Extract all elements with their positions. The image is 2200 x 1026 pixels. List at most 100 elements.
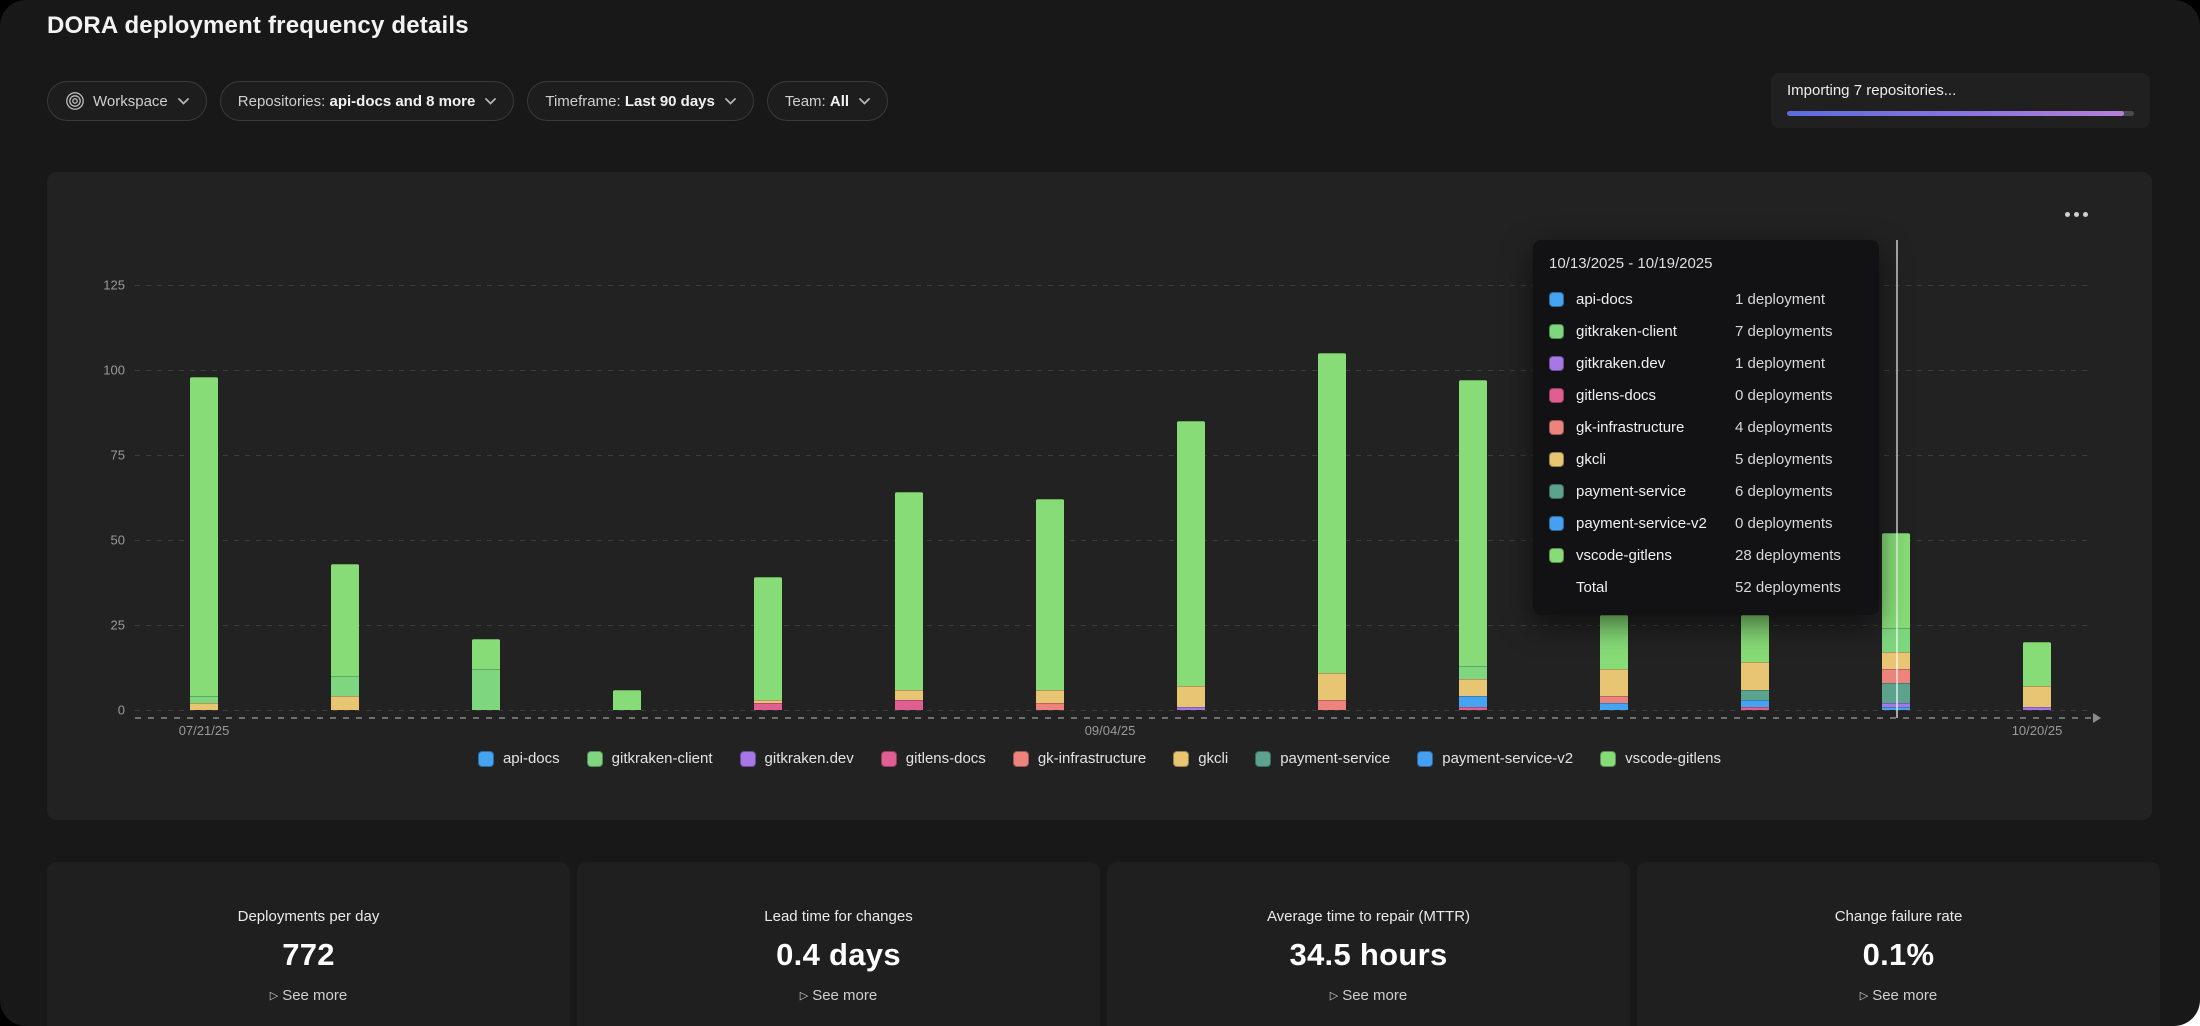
tooltip-repo-value: 1 deployment [1735,290,1826,308]
chart-legend: api-docs gitkraken-client gitkraken.dev git… [47,750,2152,767]
legend-item-gitlens-docs[interactable]: gitlens-docs [880,750,986,767]
tooltip-row-api-docs: api-docs 1 deployment [1549,283,1863,315]
metric-value: 0.1% [1862,937,1935,972]
stacked-bar-week-09/15/25[interactable] [1318,353,1346,710]
x-axis-label-10/20/25: 10/20/25 [2011,723,2063,738]
legend-item-gitkraken-client[interactable]: gitkraken-client [586,750,713,767]
see-more-link[interactable]: ▷ See more [1329,987,1408,1004]
legend-item-vscode-gitlens[interactable]: vscode-gitlens [1600,750,1721,767]
legend-label: gk-infrastructure [1037,750,1147,767]
chevron-down-icon [485,97,497,105]
stacked-bar-week-09/01/25[interactable] [1036,499,1064,710]
bar-segment-gitlens-docs [1741,706,1769,710]
tooltip-repo-value: 6 deployments [1735,482,1833,500]
tooltip-repo-name: payment-service [1576,482,1687,500]
filter-chip-workspace[interactable]: Workspace [47,81,207,121]
legend-label: payment-service-v2 [1442,750,1574,767]
import-status-card: Importing 7 repositories... [1771,73,2150,128]
bar-segment-gitkraken.dev [2023,706,2051,710]
stacked-bar-week-08/11/25[interactable] [613,689,641,710]
bar-segment-gkcli [190,703,218,710]
legend-item-api-docs[interactable]: api-docs [477,750,560,767]
bar-segment-gkcli [1036,689,1064,704]
stacked-bar-week-09/29/25[interactable] [1600,614,1628,710]
see-more-link[interactable]: ▷ See more [799,987,878,1004]
bar-segment-vscode-gitlens [2023,642,2051,687]
metric-card-lead-time: Lead time for changes 0.4 days ▷ See more [577,862,1100,1026]
triangle-right-icon: ▷ [1859,990,1869,1002]
legend-item-payment-service-v2[interactable]: payment-service-v2 [1417,750,1573,767]
y-axis-label-125: 125 [103,277,125,293]
tooltip-row-payment-service: payment-service 6 deployments [1549,475,1863,507]
legend-swatch-icon [586,750,603,767]
tooltip-repo-value: 0 deployments [1735,386,1833,404]
stacked-bar-week-09/08/25[interactable] [1177,421,1205,710]
legend-item-gitkraken.dev[interactable]: gitkraken.dev [739,750,854,767]
legend-swatch-icon [1255,750,1272,767]
tooltip-repo-name: gk-infrastructure [1576,418,1685,436]
filter-chip-timeframe[interactable]: Timeframe: Last 90 days [527,81,754,121]
legend-swatch-icon [477,750,494,767]
filter-chip-team[interactable]: Team: All [766,81,889,121]
bar-segment-api-docs [1741,699,1769,707]
filter-chip-label: Team: All [784,92,850,110]
see-more-link[interactable]: ▷ See more [269,987,348,1004]
bar-segment-gkcli [1318,672,1346,700]
stacked-bar-week-07/28/25[interactable] [331,563,359,710]
stacked-bar-week-10/20/25[interactable] [2023,642,2051,710]
bar-segment-gitkraken-client [190,696,218,704]
stacked-bar-week-08/18/25[interactable] [754,577,782,710]
y-axis-label-25: 25 [110,617,125,633]
triangle-right-icon: ▷ [269,990,279,1002]
tooltip-repo-value: 7 deployments [1735,322,1833,340]
legend-item-gkcli[interactable]: gkcli [1173,750,1228,767]
bar-segment-gkcli [895,689,923,700]
legend-item-payment-service[interactable]: payment-service [1255,750,1390,767]
tooltip-date-range: 10/13/2025 - 10/19/2025 [1549,255,1713,272]
bar-segment-gitlens-docs [895,699,923,710]
legend-item-gk-infrastructure[interactable]: gk-infrastructure [1012,750,1147,767]
tooltip-swatch-icon [1549,483,1564,499]
stacked-bar-week-09/22/25[interactable] [1459,380,1487,710]
tooltip-swatch-icon [1549,355,1564,371]
filter-chip-repositories[interactable]: Repositories: api-docs and 8 more [219,81,515,121]
dora-metrics-row: Deployments per day 772 ▷ See more Lead time… [47,862,2160,1026]
see-more-link[interactable]: ▷ See more [1859,987,1938,1004]
legend-label: gitkraken-client [611,750,713,767]
bar-segment-vscode-gitlens [1741,614,1769,663]
stacked-bar-week-10/06/25[interactable] [1741,614,1769,710]
chart-more-options-button[interactable] [2059,206,2094,223]
import-status-text: Importing 7 repositories... [1787,82,1957,99]
gridline-y-125 [135,285,2092,286]
legend-label: api-docs [502,750,560,767]
tooltip-repo-name: vscode-gitlens [1576,546,1672,564]
bar-segment-api-docs [1600,703,1628,710]
bar-segment-gitkraken-client [472,669,500,710]
chevron-down-icon [859,97,870,105]
bar-segment-vscode-gitlens [190,376,218,697]
import-progress-fill [1787,111,2124,116]
x-axis-line [135,717,2092,719]
legend-swatch-icon [1012,750,1029,767]
bar-segment-vscode-gitlens [1459,380,1487,666]
y-axis-label-0: 0 [117,702,125,718]
tooltip-repo-value: 1 deployment [1735,354,1826,372]
chart-tooltip: 10/13/2025 - 10/19/2025 api-docs 1 deploy… [1533,240,1879,615]
tooltip-swatch-icon [1549,291,1564,307]
triangle-right-icon: ▷ [1329,990,1339,1002]
bar-segment-vscode-gitlens [1318,353,1346,673]
stacked-bar-week-08/25/25[interactable] [895,492,923,710]
metric-title: Change failure rate [1834,908,1963,925]
bar-segment-vscode-gitlens [754,577,782,700]
bar-segment-gk-infrastructure [1318,699,1346,710]
metric-title: Deployments per day [237,908,380,925]
legend-swatch-icon [739,750,756,767]
chevron-down-icon [724,97,736,105]
stacked-bar-week-08/04/25[interactable] [472,638,500,710]
tooltip-swatch-icon [1549,323,1564,339]
tooltip-row-payment-service-v2: payment-service-v2 0 deployments [1549,507,1863,539]
bar-segment-vscode-gitlens [613,689,641,710]
y-axis-label-75: 75 [110,447,125,463]
stacked-bar-week-07/21/25[interactable] [190,376,218,710]
